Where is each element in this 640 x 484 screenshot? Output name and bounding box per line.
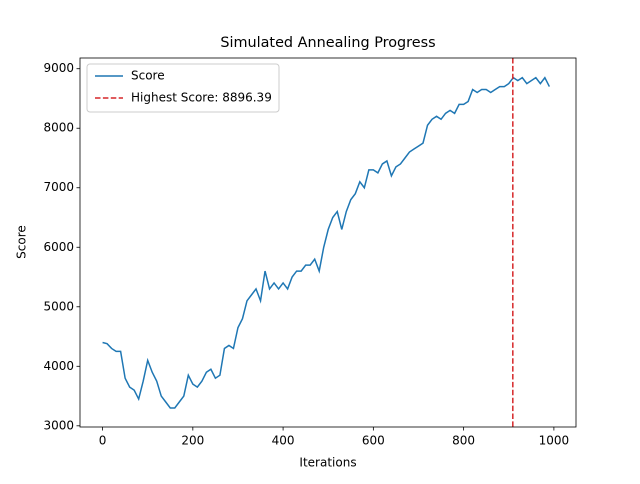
y-tick-label: 6000 (43, 240, 74, 254)
x-tick-label: 200 (181, 434, 204, 448)
y-tick-label: 5000 (43, 299, 74, 313)
x-tick-label: 600 (362, 434, 385, 448)
legend-box (86, 63, 280, 113)
y-tick-label: 7000 (43, 180, 74, 194)
x-tick-label: 1000 (539, 434, 570, 448)
y-axis-label: Score (15, 225, 29, 259)
x-tick-label: 400 (272, 434, 295, 448)
score-line (102, 76, 551, 409)
legend-label: Score (131, 69, 165, 83)
y-tick-label: 3000 (43, 418, 74, 432)
x-tick-label: 800 (452, 434, 475, 448)
chart-title: Simulated Annealing Progress (220, 35, 435, 51)
y-tick-label: 4000 (43, 359, 74, 373)
y-tick-label: 8000 (43, 121, 74, 135)
axes-frame (79, 57, 577, 428)
y-tick-label: 9000 (43, 61, 74, 75)
x-tick-label: 0 (99, 434, 107, 448)
legend-label: Highest Score: 8896.39 (131, 91, 272, 105)
x-axis-label: Iterations (299, 456, 356, 470)
